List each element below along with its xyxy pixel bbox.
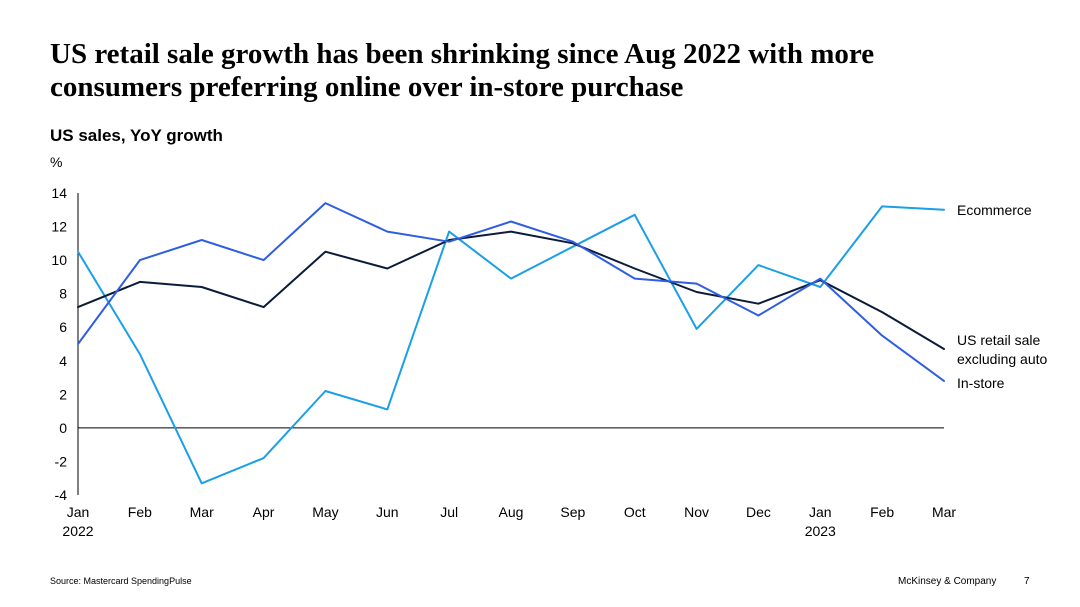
y-tick-label: -4 (55, 487, 68, 503)
chart-axes: -4 -2 0 2 4 6 8 10 12 14 Jan Feb Mar Apr May Jun Jul Aug S… (51, 185, 956, 539)
y-tick-label: 6 (59, 319, 67, 335)
x-year-label: 2022 (62, 523, 93, 539)
series-line-in-store (77, 202, 945, 382)
x-tick-label: Oct (624, 504, 646, 520)
chart-title: US sales, YoY growth (50, 126, 223, 145)
x-tick-label: Feb (870, 504, 894, 520)
series-label-in-store: In-store (957, 375, 1005, 391)
series-line-ecommerce (77, 205, 945, 485)
y-tick-label: 14 (51, 185, 67, 201)
source-note: Source: Mastercard SpendingPulse (50, 576, 192, 586)
x-tick-label: Jan (809, 504, 832, 520)
y-tick-label: 10 (51, 252, 67, 268)
x-tick-label: Nov (684, 504, 709, 520)
y-tick-label: 12 (51, 219, 67, 235)
y-tick-label: 0 (59, 420, 67, 436)
slide-title-line-1: US retail sale growth has been shrinking… (50, 38, 875, 70)
series-label-us-retail-sale-excluding-auto: US retail sale (957, 332, 1040, 348)
x-tick-label: Aug (499, 504, 524, 520)
y-tick-label: 2 (59, 386, 67, 402)
x-tick-label: Apr (253, 504, 275, 520)
x-tick-label: Jul (440, 504, 458, 520)
x-tick-label: Jun (376, 504, 399, 520)
y-tick-label: -2 (55, 453, 68, 469)
x-year-label: 2023 (805, 523, 836, 539)
x-tick-label: Jan (67, 504, 90, 520)
series-line-us-retail-sale-excluding-auto (77, 230, 945, 350)
x-tick-label: Sep (560, 504, 585, 520)
slide-title-line-2: consumers preferring online over in-stor… (50, 71, 684, 103)
x-tick-label: Feb (128, 504, 152, 520)
x-tick-label: Dec (746, 504, 771, 520)
brand-name: McKinsey & Company (898, 576, 997, 587)
page-number: 7 (1024, 576, 1030, 587)
x-tick-label: May (312, 504, 338, 520)
slide-title: US retail sale growth has been shrinking… (50, 38, 1050, 104)
x-tick-label: Mar (932, 504, 956, 520)
x-tick-label: Mar (190, 504, 214, 520)
y-tick-label: 4 (59, 353, 67, 369)
chart-series (77, 202, 945, 485)
series-label-us-retail-sale-excluding-auto: excluding auto (957, 351, 1048, 367)
y-tick-label: 8 (59, 286, 67, 302)
y-axis-unit: % (50, 154, 63, 170)
chart-series-labels: Ecommerce US retail sale excluding auto In-… (957, 202, 1048, 391)
series-label-ecommerce: Ecommerce (957, 202, 1032, 218)
